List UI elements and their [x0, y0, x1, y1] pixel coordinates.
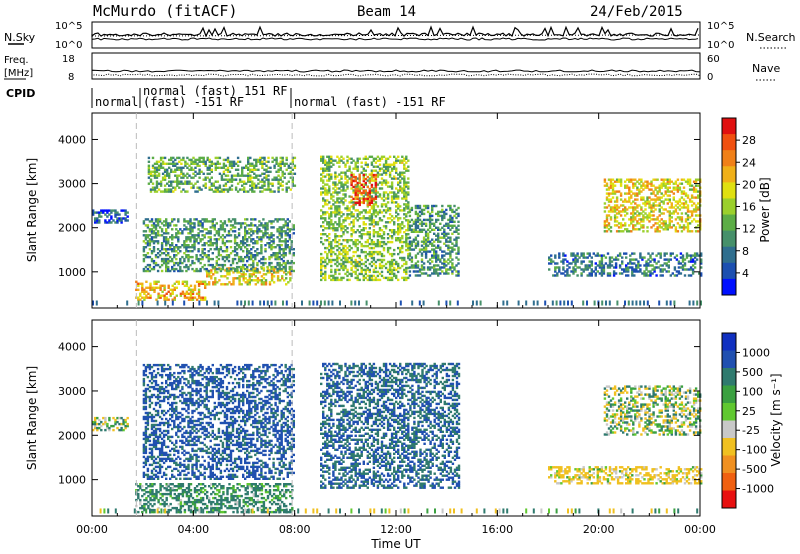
colorbar-tick-label: 16: [742, 201, 756, 214]
freq-left-tick-top: 18: [62, 54, 75, 65]
colorbar-tick-label: 24: [742, 156, 756, 169]
velocity-panel: 1000 2000 3000 4000 Slant Range [km] 1000 50…: [25, 319, 783, 517]
velocity-colorbar-label: Velocity [m s⁻¹]: [769, 373, 783, 466]
nave-right-tick-bottom: 0: [707, 72, 713, 83]
nave-right-tick-top: 60: [707, 54, 720, 65]
time-x-axis: 00:00 04:00 08:00 12:00 16:00 20:00 00:00: [76, 113, 716, 536]
nave-label: Nave: [752, 62, 780, 75]
cpid-segment-fast-neg151: (fast) -151 RF: [143, 95, 244, 109]
noise-right-tick-bottom: 10^0: [707, 40, 734, 51]
noise-search-label: N.Search: [746, 31, 796, 44]
colorbar-tick-label: -25: [742, 424, 760, 437]
velocity-heatmap: [92, 362, 703, 514]
power-y-axis: 1000 2000 3000 4000: [58, 133, 700, 279]
velocity-colorbar: 1000 500 100 25 -25 -100 -500 -1000: [721, 332, 774, 509]
frequency-traces: [91, 69, 701, 77]
colorbar-tick-label: 28: [742, 134, 756, 147]
x-tick-label: 00:00: [76, 523, 108, 536]
frequency-panel: Freq. [MHz] 18 8 60 0 Nave: [4, 52, 780, 83]
colorbar-tick-label: 500: [742, 366, 763, 379]
y-tick-label: 2000: [58, 222, 86, 235]
freq-label-line2: [MHz]: [4, 68, 33, 79]
power-y-label: Slant Range [km]: [25, 158, 39, 262]
freq-label-line1: Freq.: [4, 55, 29, 66]
power-panel: 1000 2000 3000 4000 Slant Range [km] 4 8 12 16…: [25, 112, 772, 309]
x-tick-label: 04:00: [177, 523, 209, 536]
x-axis-label: Time UT: [370, 537, 421, 551]
y-tick-label: 2000: [58, 429, 86, 442]
colorbar-tick-label: 1000: [742, 346, 770, 359]
cpid-label: CPID: [6, 87, 35, 100]
y-tick-label: 3000: [58, 385, 86, 398]
noise-left-tick-top: 10^5: [55, 21, 82, 32]
noise-left-tick-bottom: 10^0: [55, 40, 82, 51]
noise-panel: N.Sky 10^5 10^0 10^5 10^0 N.Search: [4, 21, 796, 51]
y-tick-label: 4000: [58, 341, 86, 354]
velocity-y-label: Slant Range [km]: [25, 366, 39, 470]
colorbar-tick-label: 100: [742, 385, 763, 398]
y-tick-label: 1000: [58, 266, 86, 279]
noise-traces: [91, 25, 701, 41]
cpid-segment-normal-fast-neg151: normal (fast) -151 RF: [294, 95, 446, 109]
x-tick-label: 08:00: [279, 523, 311, 536]
colorbar-tick-label: 25: [742, 405, 756, 418]
power-colorbar: 4 8 12 16 20 24 28: [721, 117, 756, 296]
noise-sky-label: N.Sky: [4, 31, 36, 44]
station-title: McMurdo (fitACF): [93, 2, 238, 20]
colorbar-tick-label: 8: [742, 245, 749, 258]
beam-label: Beam 14: [357, 4, 416, 20]
colorbar-tick-label: -500: [742, 463, 767, 476]
power-colorbar-label: Power [dB]: [758, 177, 772, 242]
x-tick-label: 16:00: [481, 523, 513, 536]
freq-left-tick-bottom: 8: [68, 72, 74, 83]
y-tick-label: 1000: [58, 474, 86, 487]
colorbar-tick-label: 4: [742, 267, 749, 280]
velocity-y-axis: 1000 2000 3000 4000: [58, 341, 700, 487]
colorbar-tick-label: -100: [742, 444, 767, 457]
cpid-panel: CPID normal normal (fast) 151 RF (fast) …: [6, 84, 446, 109]
y-tick-label: 4000: [58, 133, 86, 146]
colorbar-tick-label: 12: [742, 223, 756, 236]
colorbar-tick-label: -1000: [742, 483, 774, 496]
x-tick-label: 20:00: [583, 523, 615, 536]
date-label: 24/Feb/2015: [590, 4, 683, 20]
noise-right-tick-top: 10^5: [707, 21, 734, 32]
colorbar-tick-label: 20: [742, 178, 756, 191]
cpid-segment-normal: normal: [95, 95, 138, 109]
power-heatmap: [92, 155, 703, 306]
x-tick-label: 00:00: [684, 523, 716, 536]
x-tick-label: 12:00: [380, 523, 412, 536]
y-tick-label: 3000: [58, 178, 86, 191]
cpid-segment-normal-fast-151: normal (fast) 151 RF: [143, 84, 288, 98]
